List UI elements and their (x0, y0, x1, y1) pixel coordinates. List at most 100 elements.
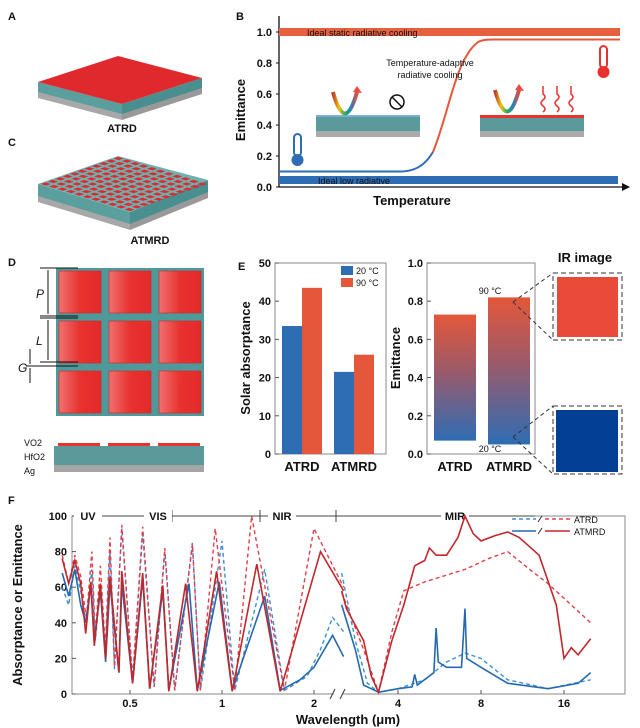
y-tick-label: 0.4 (257, 120, 273, 132)
vo2-square (132, 172, 143, 176)
vo2-square (69, 172, 80, 176)
y-tick-label: 80 (55, 547, 67, 559)
y-tick-label: 0.8 (408, 296, 423, 308)
y-tick-label: 40 (259, 296, 271, 308)
vo2-square (81, 190, 92, 194)
adaptive-curve-low (279, 151, 434, 173)
caption-atrd: ATRD (107, 123, 137, 135)
vo2-square (197, 182, 208, 186)
vo2-square (168, 192, 179, 196)
thermal-emission-icon (540, 86, 574, 113)
axis-break-mark (339, 688, 346, 700)
vo2-square (58, 370, 102, 414)
panel-label-e: E (238, 261, 245, 273)
legend-label: ATRD (574, 515, 598, 525)
vo2-square (108, 320, 152, 364)
vo2-square (107, 164, 118, 168)
vo2-square (89, 192, 100, 196)
y-tick-label: 0.6 (257, 89, 272, 101)
x-tick-label: ATMRD (486, 459, 532, 474)
vo2-square (65, 190, 76, 194)
vo2-square (135, 187, 146, 191)
silver-layer (38, 92, 122, 120)
y-tick-label: 0.0 (408, 449, 423, 461)
layer-label-ag: Ag (24, 466, 35, 476)
adaptive-label-1: Temperature-adaptive (386, 58, 474, 68)
plot-frame (426, 262, 536, 455)
vo2-square (116, 205, 127, 209)
vo2-square (77, 169, 88, 173)
vo2-film-top (38, 56, 202, 104)
vo2-square (56, 182, 67, 186)
vo2-square-array (40, 156, 208, 212)
emittance-bar-atrd (434, 314, 476, 441)
ideal-low-label: Ideal low radiative (318, 176, 390, 186)
vo2-square (80, 184, 91, 189)
vo2-square (131, 205, 142, 209)
panel-label-c: C (8, 137, 16, 149)
legend-label: 90 °C (356, 278, 379, 288)
series-atrd-20c-right (341, 572, 591, 693)
vo2-square (155, 169, 166, 173)
region-label-bg (268, 510, 296, 522)
vo2-square (150, 182, 161, 186)
vo2-square (158, 370, 202, 414)
bar-atrd-20c (282, 326, 302, 454)
region-label-bg (441, 510, 469, 522)
vo2-square (114, 162, 125, 166)
vo2-square (90, 197, 102, 201)
ideal-static-band (279, 28, 620, 36)
vo2-square (108, 370, 152, 414)
vo2-square (145, 195, 156, 199)
no-emission-icon (389, 94, 405, 110)
region-label-uv: UV (80, 511, 96, 523)
vo2-square (188, 179, 199, 184)
ir-image-hot (557, 277, 618, 337)
hfo2-layer (54, 446, 204, 465)
vo2-square (131, 167, 142, 171)
vo2-square (108, 169, 119, 173)
vo2-square (148, 172, 159, 176)
vo2-square (129, 195, 140, 199)
vo2-square (140, 174, 151, 178)
vo2-square (113, 156, 124, 161)
panel-f: F 0 20 40 60 80 100 0.5 1 2 4 8 16 UV VIS NIR MIR ATRD AT… (8, 495, 626, 727)
vo2-square (87, 182, 98, 186)
vo2-square (116, 172, 127, 176)
series-atmrd-90c-left (61, 549, 345, 692)
vo2-square (100, 167, 111, 171)
vo2-square (134, 182, 145, 186)
bar-atmrd-20c (334, 371, 354, 454)
vo2-square (64, 184, 75, 189)
vo2-square (180, 177, 191, 181)
vo2-square (138, 164, 149, 168)
vo2-square (88, 187, 99, 191)
x-tick-label: 1 (219, 698, 225, 710)
vo2-square (126, 179, 137, 184)
vo2-strip (58, 443, 100, 446)
y-tick-label: 1.0 (408, 258, 423, 270)
ideal-static-label: Ideal static radiative cooling (307, 28, 418, 38)
vo2-square (110, 179, 121, 184)
vo2-square (70, 177, 82, 181)
vo2-square (152, 192, 163, 196)
vo2-strip (108, 443, 150, 446)
legend-label: 20 °C (356, 266, 379, 276)
vo2-square (98, 195, 109, 199)
cold-state-illustration (316, 86, 420, 137)
y-tick-label: 0.6 (408, 334, 423, 346)
vo2-square (124, 169, 135, 173)
vo2-square (74, 192, 85, 196)
vo2-square (158, 270, 202, 314)
vo2-square (101, 172, 112, 176)
vo2-square (113, 195, 124, 199)
adaptive-label-2: radiative cooling (397, 70, 462, 80)
vo2-square (58, 270, 102, 314)
vo2-square (57, 187, 68, 191)
legend-slash (537, 527, 543, 535)
panel-c: C ATMRD (8, 137, 208, 247)
vo2-square (49, 184, 60, 189)
vo2-square (174, 184, 185, 189)
vo2-square (166, 187, 178, 191)
vo2-square (181, 182, 192, 186)
